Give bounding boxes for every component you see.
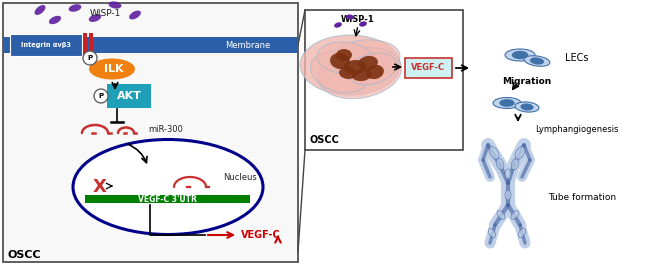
Text: LECs: LECs — [565, 53, 588, 63]
Text: AKT: AKT — [116, 91, 142, 101]
Ellipse shape — [318, 47, 402, 99]
Bar — [305, 10, 463, 150]
Ellipse shape — [493, 98, 521, 108]
Text: OSCC: OSCC — [310, 135, 340, 145]
Text: VEGF-C: VEGF-C — [241, 230, 281, 240]
Ellipse shape — [488, 228, 495, 238]
Ellipse shape — [505, 49, 535, 61]
Text: P: P — [98, 93, 103, 99]
Ellipse shape — [339, 67, 357, 79]
Text: VEGF-C 3'UTR: VEGF-C 3'UTR — [138, 195, 196, 204]
FancyBboxPatch shape — [107, 84, 151, 108]
Ellipse shape — [69, 4, 81, 12]
Ellipse shape — [73, 139, 263, 235]
Ellipse shape — [89, 14, 101, 22]
Ellipse shape — [300, 35, 400, 95]
Ellipse shape — [497, 211, 505, 219]
Ellipse shape — [530, 58, 544, 65]
Ellipse shape — [352, 69, 372, 81]
Text: miR-300: miR-300 — [148, 126, 183, 135]
Ellipse shape — [344, 60, 366, 74]
Bar — [85, 195, 250, 203]
Ellipse shape — [129, 11, 141, 19]
Ellipse shape — [334, 22, 342, 28]
Ellipse shape — [358, 56, 378, 70]
Ellipse shape — [519, 228, 526, 238]
Ellipse shape — [511, 211, 519, 219]
Ellipse shape — [89, 59, 135, 80]
Text: WISP-1: WISP-1 — [341, 15, 375, 24]
Text: Tube formation: Tube formation — [548, 192, 616, 201]
Circle shape — [94, 89, 108, 103]
Text: P: P — [88, 55, 92, 61]
Text: Lymphangiogenesis: Lymphangiogenesis — [535, 126, 619, 135]
FancyBboxPatch shape — [405, 58, 452, 78]
Text: Nucleus: Nucleus — [223, 173, 257, 182]
Ellipse shape — [330, 40, 400, 76]
Ellipse shape — [505, 169, 511, 179]
Ellipse shape — [317, 42, 373, 74]
Text: VEGF-C: VEGF-C — [411, 64, 445, 73]
Ellipse shape — [336, 49, 352, 61]
Ellipse shape — [515, 102, 539, 112]
Bar — [10, 34, 82, 56]
Ellipse shape — [496, 158, 504, 170]
Bar — [89, 33, 93, 59]
Ellipse shape — [109, 1, 122, 9]
Text: OSCC: OSCC — [8, 250, 42, 260]
Ellipse shape — [499, 99, 515, 107]
Text: Integrin αvβ3: Integrin αvβ3 — [21, 42, 71, 48]
Ellipse shape — [489, 147, 499, 159]
Ellipse shape — [359, 21, 367, 26]
Ellipse shape — [366, 65, 384, 79]
Text: X: X — [93, 178, 107, 196]
Ellipse shape — [348, 53, 396, 85]
Ellipse shape — [34, 5, 46, 15]
Text: Migration: Migration — [502, 77, 551, 86]
Ellipse shape — [515, 147, 525, 159]
Circle shape — [83, 51, 97, 65]
Ellipse shape — [505, 190, 511, 200]
Ellipse shape — [311, 51, 369, 93]
Text: WISP-1: WISP-1 — [89, 8, 121, 17]
Ellipse shape — [511, 158, 519, 170]
Bar — [83, 33, 87, 59]
Ellipse shape — [524, 56, 550, 66]
Text: Membrane: Membrane — [225, 41, 270, 50]
Text: ILK: ILK — [104, 64, 124, 74]
Bar — [3, 3, 298, 262]
Ellipse shape — [512, 51, 528, 59]
Ellipse shape — [521, 103, 534, 111]
Ellipse shape — [330, 53, 350, 69]
Bar — [3, 37, 298, 53]
Ellipse shape — [346, 14, 354, 20]
Ellipse shape — [49, 16, 61, 24]
